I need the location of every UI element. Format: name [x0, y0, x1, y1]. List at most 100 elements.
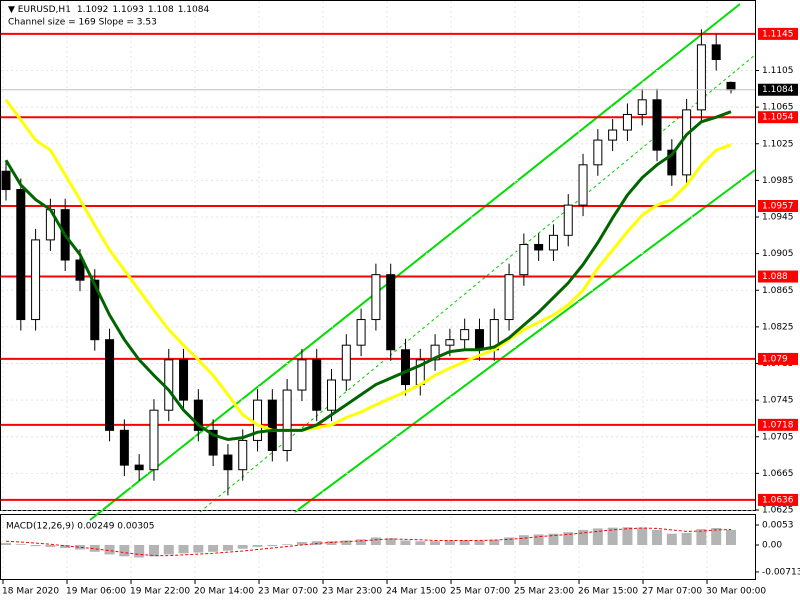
level-label: 1.0718: [762, 420, 794, 430]
candle-body: [267, 399, 277, 451]
macd-bar: [208, 545, 219, 552]
macd-bar: [252, 545, 263, 547]
y-tick-label: 1.0625: [762, 506, 794, 516]
candle-body: [519, 243, 529, 276]
candle-body: [16, 189, 26, 321]
candle-body: [682, 109, 692, 176]
level-label-box: [758, 111, 798, 124]
candle-body: [253, 399, 263, 441]
macd-bar: [237, 545, 248, 549]
ohlc-low: 1.108: [148, 5, 174, 15]
macd-bar: [296, 541, 307, 546]
level-label: 1.0957: [762, 202, 794, 212]
x-tick-label: 25 Mar 23:00: [514, 587, 574, 597]
candle-body: [193, 399, 203, 431]
moving-average: [4, 98, 732, 432]
macd-bar: [592, 528, 603, 546]
x-tick-label: 18 Mar 2020: [2, 587, 59, 597]
macd-y-tick-label: 0.0053: [762, 521, 794, 531]
ohlc-close: 1.1084: [178, 5, 210, 15]
x-tick-label: 23 Mar 07:00: [258, 587, 318, 597]
macd-bar: [148, 545, 159, 557]
macd-bar: [637, 527, 648, 546]
macd-bar: [726, 529, 736, 546]
macd-bar: [119, 545, 130, 557]
candle-body: [474, 329, 484, 351]
y-tick-label: 1.1065: [762, 103, 794, 113]
macd-panel: [0, 514, 756, 580]
y-tick-label: 1.0945: [762, 213, 794, 223]
macd-bar: [459, 540, 470, 546]
macd-signal: [5, 527, 732, 557]
candle-body: [696, 44, 706, 111]
candle-body: [90, 279, 100, 341]
macd-bar: [430, 541, 441, 546]
candle-body: [282, 389, 292, 451]
candle-body: [711, 44, 721, 61]
macd-bar: [267, 545, 278, 547]
current-price-label: 1.1084: [762, 85, 794, 95]
candle-body: [622, 113, 632, 131]
candle-body: [430, 344, 440, 361]
macd-bar: [474, 540, 485, 546]
candle-body: [386, 274, 396, 351]
level-label: 1.0636: [762, 495, 794, 505]
channel-lower: [294, 169, 756, 513]
candle-body: [563, 204, 573, 236]
macd-bar: [89, 545, 100, 552]
level-label: 1.1054: [762, 113, 794, 123]
macd-bar: [163, 545, 174, 555]
macd-y-tick-label: -0.00713: [762, 567, 800, 577]
macd-bar: [30, 545, 41, 547]
candle-body: [445, 339, 455, 346]
macd-bar: [563, 532, 574, 546]
candle-body: [593, 139, 603, 166]
macd-bar: [504, 537, 515, 546]
candle-body: [341, 344, 351, 381]
candle-body: [400, 349, 410, 386]
y-tick-label: 1.0705: [762, 432, 794, 442]
ohlc-open: 1.1092: [77, 5, 109, 15]
macd-bar: [326, 541, 337, 546]
candle-body: [504, 274, 514, 321]
y-tick-label: 1.0665: [762, 469, 794, 479]
macd-bar: [45, 545, 56, 547]
macd-bar: [518, 535, 529, 546]
candle-body: [119, 429, 129, 466]
candle-body: [208, 429, 218, 456]
x-tick-label: 20 Mar 14:00: [194, 587, 254, 597]
candle-body: [327, 379, 337, 411]
level-label-box: [758, 270, 798, 283]
symbol: EURUSD,H1: [18, 5, 71, 15]
y-tick-label: 1.0985: [762, 176, 794, 186]
candle-body: [534, 243, 544, 251]
macd-bar: [666, 533, 677, 546]
candle-body: [223, 454, 233, 471]
x-tick-label: 23 Mar 23:00: [322, 587, 382, 597]
candle-body: [1, 170, 11, 191]
candle-body: [75, 259, 85, 281]
macd-bar: [444, 540, 455, 546]
candle-body: [312, 359, 322, 411]
macd-bar: [711, 528, 722, 546]
x-tick-label: 19 Mar 06:00: [66, 587, 126, 597]
header: ▼ EURUSD,H1 1.1092 1.1093 1.108 1.1084: [8, 5, 209, 15]
level-label: 1.079: [762, 354, 788, 364]
candle-body: [652, 99, 662, 151]
level-label-box: [758, 352, 798, 365]
x-tick-label: 27 Mar 07:00: [642, 587, 702, 597]
macd-bar: [489, 539, 500, 546]
y-tick-label: 1.0825: [762, 322, 794, 332]
candle-body: [356, 319, 366, 346]
candle-body: [371, 274, 381, 321]
macd-bar: [607, 527, 618, 546]
macd-bar: [74, 545, 85, 550]
level-label-box: [758, 200, 798, 213]
level-label: 1.1145: [762, 29, 794, 39]
y-tick-label: 1.1105: [762, 66, 794, 76]
y-tick-label: 1.1025: [762, 139, 794, 149]
macd-bar: [356, 539, 367, 546]
candle-body: [667, 149, 677, 176]
candle-body: [149, 409, 159, 471]
